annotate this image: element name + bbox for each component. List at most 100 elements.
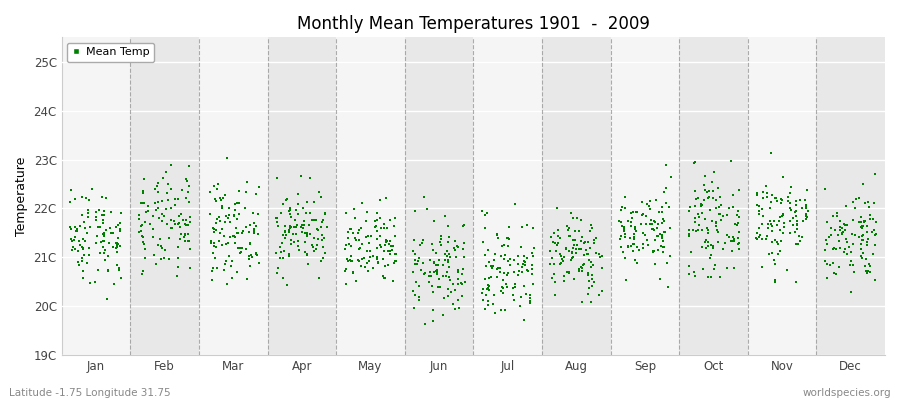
Point xyxy=(419,206,434,212)
Point xyxy=(722,205,736,212)
Point xyxy=(482,258,496,265)
Point xyxy=(716,246,730,252)
Point xyxy=(284,224,298,230)
Point xyxy=(709,223,724,229)
Point xyxy=(76,236,90,242)
Point xyxy=(275,232,290,238)
Point xyxy=(764,228,778,234)
Point xyxy=(839,203,853,210)
Point xyxy=(627,240,642,247)
Point xyxy=(833,244,848,251)
Point xyxy=(564,255,579,262)
Point xyxy=(641,242,655,249)
Point xyxy=(428,262,443,268)
Point xyxy=(171,263,185,270)
Point xyxy=(299,230,313,236)
Point xyxy=(638,213,652,220)
Point xyxy=(652,209,666,215)
Point xyxy=(434,241,448,248)
Point xyxy=(643,206,657,212)
Point xyxy=(688,202,702,209)
Point xyxy=(687,268,701,275)
Point xyxy=(564,250,579,256)
Point xyxy=(708,197,723,204)
Point xyxy=(99,227,113,234)
Point xyxy=(101,253,115,259)
Point xyxy=(241,253,256,259)
Point xyxy=(584,264,598,270)
Point xyxy=(617,205,632,212)
Point xyxy=(846,241,860,247)
Point xyxy=(172,220,186,226)
Point xyxy=(442,264,456,270)
Point xyxy=(286,239,301,245)
Point xyxy=(182,163,196,169)
Point xyxy=(854,255,868,261)
Point xyxy=(451,297,465,303)
Point xyxy=(447,247,462,253)
Point xyxy=(523,300,537,307)
Point xyxy=(616,249,630,256)
Point xyxy=(515,269,529,276)
Point xyxy=(574,264,589,270)
Point xyxy=(552,233,566,240)
Point xyxy=(355,241,369,248)
Point xyxy=(697,181,711,188)
Point xyxy=(238,205,252,211)
Point xyxy=(112,226,127,232)
Point xyxy=(712,211,726,218)
Point xyxy=(137,241,151,247)
Point xyxy=(491,231,505,237)
Point xyxy=(688,188,703,194)
Point xyxy=(730,222,744,229)
Point xyxy=(380,238,394,244)
Point xyxy=(853,241,868,247)
Point xyxy=(79,260,94,267)
Point xyxy=(651,247,665,253)
Point xyxy=(497,270,511,276)
Point xyxy=(238,224,253,230)
Point xyxy=(711,229,725,235)
Point xyxy=(76,252,91,258)
Point xyxy=(839,236,853,242)
Point xyxy=(302,210,317,216)
Point xyxy=(210,216,224,222)
Point xyxy=(777,224,791,230)
Point xyxy=(320,224,334,230)
Point xyxy=(487,256,501,263)
Point xyxy=(517,317,531,324)
Point xyxy=(547,230,562,236)
Point xyxy=(860,239,875,245)
Point xyxy=(72,238,86,244)
Point xyxy=(840,222,854,228)
Point xyxy=(71,259,86,266)
Point xyxy=(158,169,173,175)
Point xyxy=(247,226,261,232)
Point xyxy=(212,214,227,220)
Point xyxy=(112,267,126,273)
Point xyxy=(655,234,670,241)
Point xyxy=(581,278,596,284)
Point xyxy=(338,266,353,272)
Point xyxy=(639,220,653,227)
Point xyxy=(297,222,311,228)
Point xyxy=(230,216,244,222)
Point xyxy=(338,246,352,253)
Point xyxy=(105,244,120,250)
Point xyxy=(868,242,882,248)
Point xyxy=(830,212,844,219)
Point xyxy=(183,214,197,221)
Point xyxy=(649,197,663,203)
Point xyxy=(212,230,227,236)
Point xyxy=(634,199,649,206)
Point xyxy=(146,234,160,240)
Point xyxy=(732,246,746,252)
Point xyxy=(89,232,104,239)
Point xyxy=(284,214,299,220)
Point xyxy=(438,213,453,220)
Point xyxy=(113,228,128,234)
Point xyxy=(718,240,733,246)
Point xyxy=(614,218,628,225)
Point xyxy=(525,271,539,278)
Point xyxy=(181,188,195,195)
